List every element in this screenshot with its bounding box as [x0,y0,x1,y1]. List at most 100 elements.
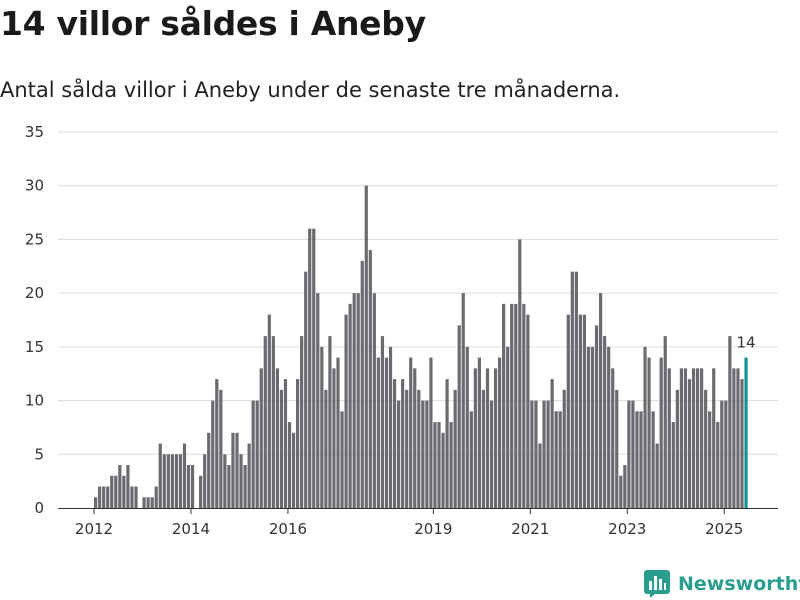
bar [223,454,227,508]
bar [243,465,247,508]
bar [267,314,271,508]
bar [166,454,170,508]
bar [663,336,667,508]
bar [263,336,267,508]
bar [590,346,595,508]
x-tick-label: 2016 [269,520,307,538]
bar [170,454,174,508]
bar [384,357,389,508]
bar [98,486,102,508]
bar [114,475,118,508]
bar [348,303,352,508]
bar [380,336,385,508]
x-tick-label: 2023 [608,520,646,538]
bar [296,379,300,508]
y-tick-label: 0 [34,499,44,517]
bar [542,400,546,508]
bar [207,432,211,508]
bar [429,357,433,508]
bar [356,293,360,508]
bar [578,314,582,508]
y-tick-label: 30 [25,177,44,195]
bar [651,411,655,508]
bar [413,368,417,508]
bar [599,293,603,508]
bar [619,475,623,508]
bar [639,411,643,508]
bar [405,389,409,508]
bar [279,389,284,508]
bar [372,293,376,508]
bar [344,314,348,508]
bar [570,271,574,508]
bar [659,357,663,508]
bar [392,379,397,508]
bar [615,389,619,508]
bar [122,475,126,508]
bar [647,357,651,508]
bar [736,368,740,508]
bar [481,389,486,508]
bar [498,357,502,508]
bar [300,336,304,508]
bar-chart-logo-icon [644,570,670,598]
bar [485,368,490,508]
bar [312,228,316,508]
x-tick-label: 2019 [414,520,452,538]
bar [308,228,312,508]
x-tick-label: 2014 [172,520,210,538]
bar [94,497,98,508]
bar [453,389,457,508]
bar [506,346,510,508]
bar [623,465,627,508]
y-tick-label: 20 [25,284,44,302]
bar [502,303,506,508]
bar [182,443,187,508]
bar [291,432,296,508]
bar [473,368,477,508]
bar [566,314,570,508]
bar [611,368,615,508]
x-axis-ticks: 2012 2014 2016 2019 2021 2023 2025 [75,508,743,538]
bar [546,400,550,508]
bar [150,497,154,508]
bar [162,454,166,508]
bar [554,411,558,508]
bar [558,411,562,508]
bar [417,389,421,508]
bar [251,400,255,508]
bar [683,368,688,508]
bar [271,336,275,508]
bar [174,454,178,508]
bar [603,336,607,508]
bar [199,475,203,508]
bar [594,325,599,508]
bar [178,454,183,508]
bar [740,379,744,508]
chart-subtitle: Antal sålda villor i Aneby under de sena… [0,78,621,102]
y-tick-label: 25 [25,230,44,248]
bar [667,368,671,508]
bar [691,368,696,508]
bar [388,346,393,508]
bar [134,486,138,508]
bar [627,400,631,508]
bar [437,422,441,508]
bar [724,400,728,508]
bar [457,325,461,508]
bar [158,443,162,508]
bar [397,400,401,508]
bar [328,336,332,508]
bar [574,271,578,508]
bar [635,411,639,508]
bar [227,465,231,508]
bar [215,379,219,508]
chart-title: 14 villor såldes i Aneby [0,4,426,43]
bar [477,357,481,508]
x-tick-label: 2025 [705,520,743,538]
bar [534,400,538,508]
bar [324,389,328,508]
bar [239,454,243,508]
bar [283,379,288,508]
brand-logo: Newsworthy [644,568,800,600]
